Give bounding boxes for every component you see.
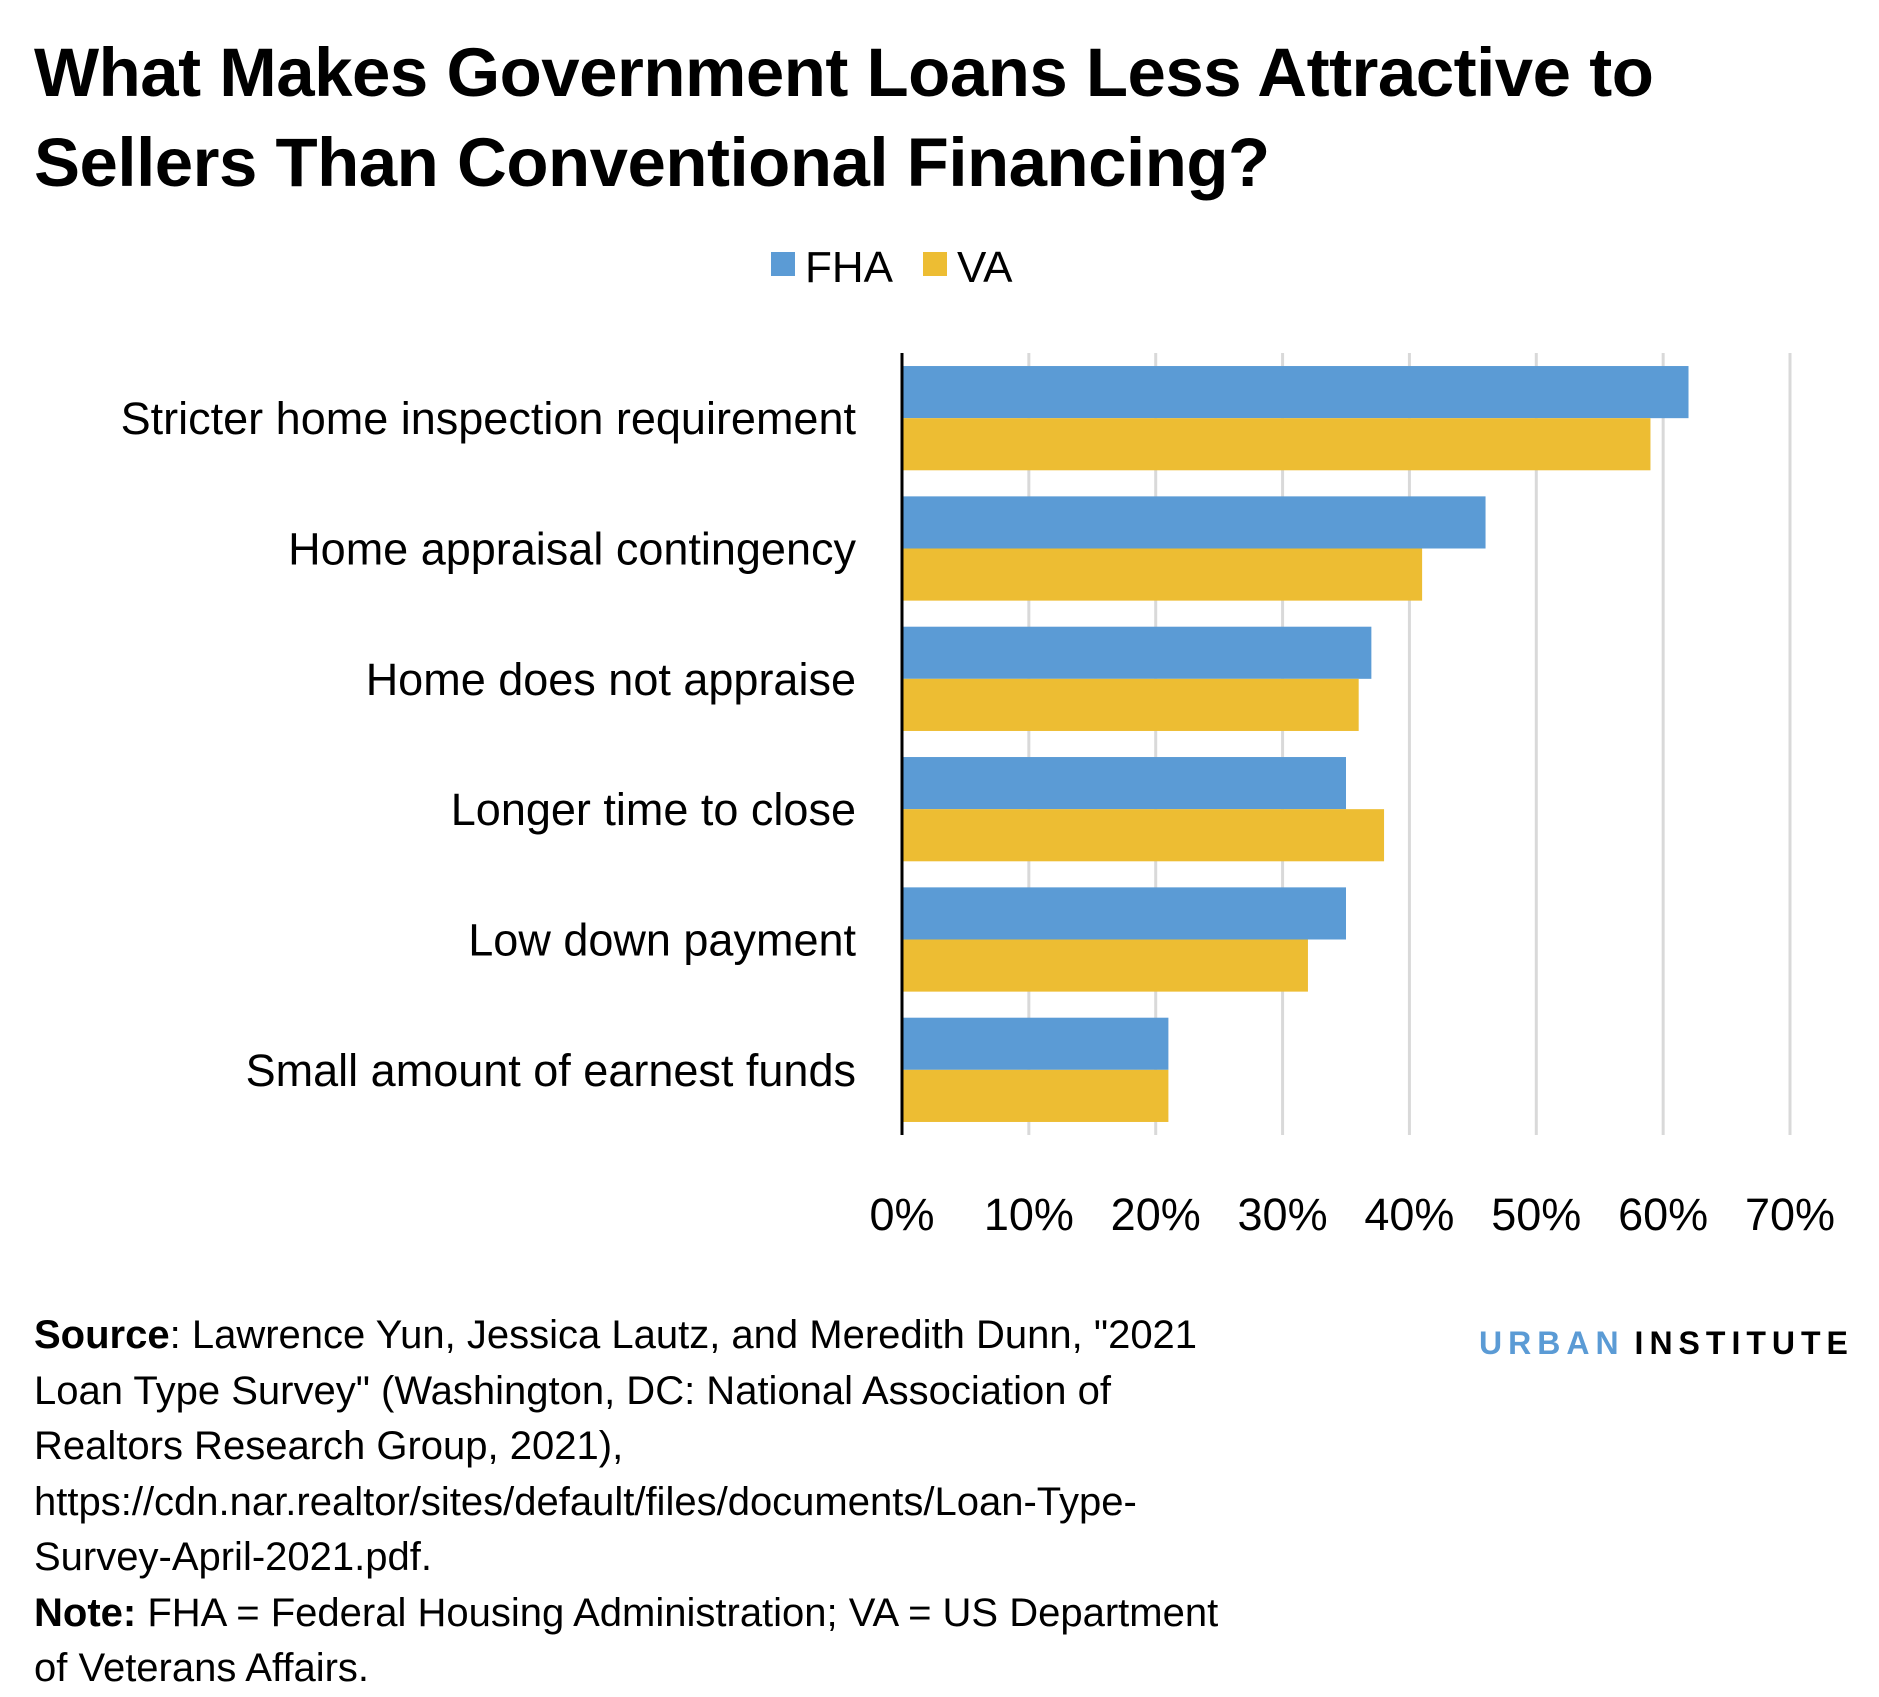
category-label: Longer time to close bbox=[451, 784, 856, 835]
logo-urban: URBAN bbox=[1479, 1325, 1625, 1361]
source-text: : Lawrence Yun, Jessica Lautz, and Mered… bbox=[34, 1313, 1198, 1579]
legend-label-fha: FHA bbox=[805, 243, 894, 292]
x-tick-label: 0% bbox=[869, 1189, 934, 1240]
bar-fha bbox=[902, 757, 1346, 810]
urban-institute-logo: URBAN INSTITUTE bbox=[1479, 1325, 1854, 1362]
bar-va bbox=[902, 939, 1308, 992]
bar-va bbox=[902, 678, 1359, 731]
legend-swatch-fha bbox=[771, 252, 795, 276]
legend-label-va: VA bbox=[957, 243, 1013, 292]
bar-va bbox=[902, 548, 1423, 601]
x-tick-label: 70% bbox=[1745, 1189, 1835, 1240]
x-tick-label: 40% bbox=[1364, 1189, 1454, 1240]
category-label: Low down payment bbox=[468, 915, 856, 966]
source-note: Source: Lawrence Yun, Jessica Lautz, and… bbox=[34, 1308, 1254, 1697]
x-tick-label: 10% bbox=[984, 1189, 1074, 1240]
note-label: Note: bbox=[34, 1590, 137, 1635]
bar-va bbox=[902, 1069, 1169, 1122]
note-text: FHA = Federal Housing Administration; VA… bbox=[34, 1590, 1219, 1691]
logo-institute: INSTITUTE bbox=[1634, 1325, 1854, 1361]
category-label: Home appraisal contingency bbox=[288, 524, 856, 575]
bar-fha bbox=[902, 496, 1486, 549]
category-label: Stricter home inspection requirement bbox=[121, 393, 857, 444]
chart-title: What Makes Government Loans Less Attract… bbox=[34, 34, 1654, 201]
x-tick-label: 50% bbox=[1491, 1189, 1581, 1240]
category-label: Home does not appraise bbox=[366, 654, 856, 705]
bar-fha bbox=[902, 887, 1346, 940]
x-tick-label: 20% bbox=[1111, 1189, 1201, 1240]
bar-fha bbox=[902, 626, 1372, 679]
bar-chart: FHA VA 0% 10% 20% 30% 40% 50% 60% 70% Stricter hom… bbox=[121, 243, 1835, 1240]
category-label: Small amount of earnest funds bbox=[246, 1045, 856, 1096]
legend-swatch-va bbox=[923, 252, 947, 276]
x-tick-label: 30% bbox=[1238, 1189, 1328, 1240]
bar-va bbox=[902, 809, 1385, 862]
source-label: Source bbox=[34, 1313, 170, 1357]
x-tick-label: 60% bbox=[1618, 1189, 1708, 1240]
bar-fha bbox=[902, 366, 1689, 419]
bar-fha bbox=[902, 1017, 1169, 1070]
bar-va bbox=[902, 418, 1651, 471]
